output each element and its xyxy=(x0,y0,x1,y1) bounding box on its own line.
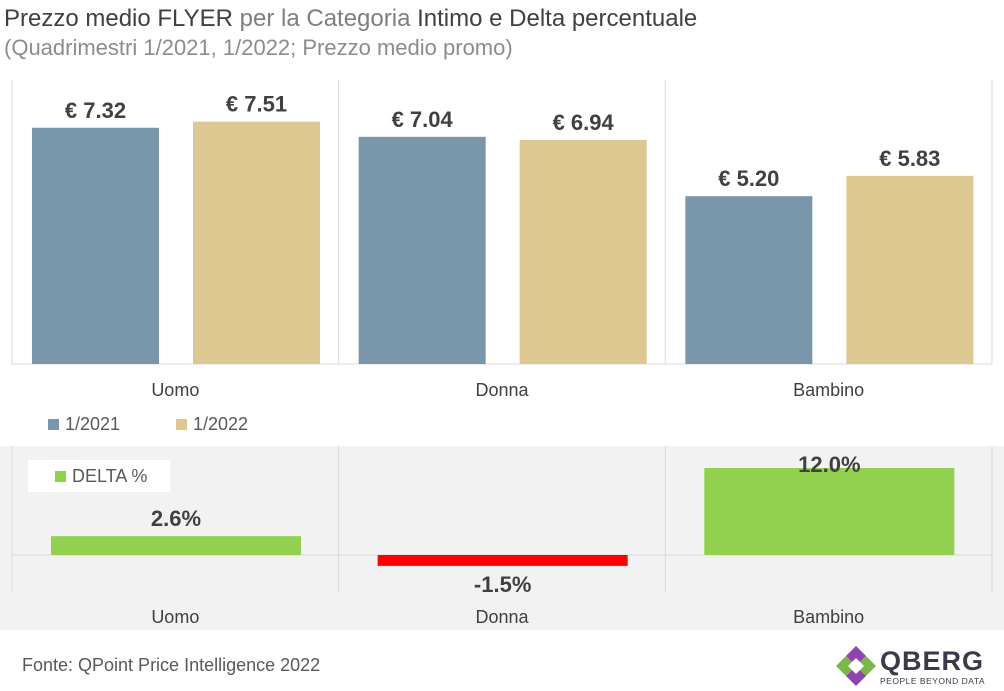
delta-bar-uomo xyxy=(51,536,301,555)
top-x-tick-label: Uomo xyxy=(151,380,199,400)
legend-swatch-delta xyxy=(55,471,66,482)
legend-swatch-1-2021 xyxy=(48,419,59,430)
top-x-tick-label: Bambino xyxy=(793,380,864,400)
bar-1-2022-bambino xyxy=(846,175,974,364)
delta-x-tick-label: Donna xyxy=(475,607,529,627)
top-x-tick-label: Donna xyxy=(475,380,529,400)
bar-1-2021-bambino xyxy=(685,196,813,364)
bar-1-2022-uomo xyxy=(193,121,320,364)
delta-value-label: -1.5% xyxy=(474,572,531,597)
delta-legend-box xyxy=(28,460,170,492)
bar-value-label: € 7.04 xyxy=(392,107,454,132)
legend-label: 1/2022 xyxy=(193,414,248,434)
delta-value-label: 2.6% xyxy=(151,506,201,531)
title-part-3: Intimo e Delta percentuale xyxy=(417,5,698,32)
bar-1-2021-uomo xyxy=(32,127,159,364)
legend-label-delta: DELTA % xyxy=(72,466,147,486)
delta-x-tick-label: Uomo xyxy=(151,607,199,627)
bar-1-2021-donna xyxy=(358,136,486,364)
legend-label: 1/2021 xyxy=(65,414,120,434)
bar-1-2022-donna xyxy=(519,140,647,364)
chart-subtitle: (Quadrimestri 1/2021, 1/2022; Prezzo med… xyxy=(4,35,513,60)
delta-bar-donna xyxy=(377,555,628,566)
title-part-1: Prezzo medio FLYER xyxy=(4,5,233,32)
logo-tagline: PEOPLE BEYOND DATA xyxy=(880,676,986,686)
bar-value-label: € 5.83 xyxy=(879,146,940,171)
delta-value-label: 12.0% xyxy=(798,452,860,477)
bar-value-label: € 7.32 xyxy=(65,98,126,123)
bar-value-label: € 5.20 xyxy=(718,166,779,191)
bar-value-label: € 7.51 xyxy=(226,92,287,117)
title-part-2: per la Categoria xyxy=(232,5,418,32)
delta-bar-bambino xyxy=(704,468,955,555)
chart-title: Prezzo medio FLYER per la Categoria Inti… xyxy=(4,4,1000,34)
chart-title-block: Prezzo medio FLYER per la Categoria Inti… xyxy=(4,4,1000,62)
bar-value-label: € 6.94 xyxy=(553,110,615,135)
qberg-logo-icon xyxy=(836,646,876,686)
qberg-logo: QBERG PEOPLE BEYOND DATA xyxy=(834,644,1000,688)
legend-swatch-1-2022 xyxy=(176,419,187,430)
source-note: Fonte: QPoint Price Intelligence 2022 xyxy=(22,655,321,675)
logo-name: QBERG xyxy=(880,646,985,676)
delta-x-tick-label: Bambino xyxy=(793,607,864,627)
